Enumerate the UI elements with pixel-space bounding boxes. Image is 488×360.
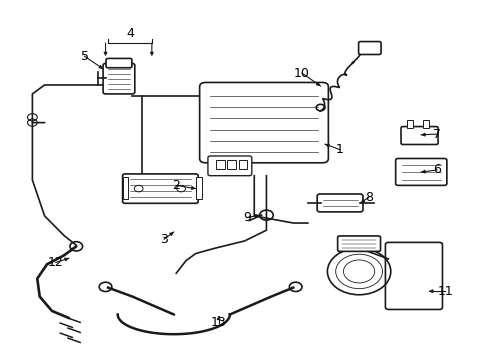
- Text: 1: 1: [335, 143, 343, 156]
- Bar: [238, 160, 247, 169]
- Text: 13: 13: [210, 316, 226, 329]
- Bar: [195, 177, 201, 199]
- Text: 10: 10: [293, 67, 309, 80]
- Bar: [423, 120, 428, 128]
- Bar: [227, 160, 236, 169]
- FancyBboxPatch shape: [317, 194, 362, 212]
- FancyBboxPatch shape: [207, 156, 251, 176]
- FancyBboxPatch shape: [400, 127, 437, 144]
- Text: 4: 4: [126, 27, 134, 40]
- Text: 11: 11: [437, 285, 452, 298]
- Text: 2: 2: [172, 179, 180, 192]
- FancyBboxPatch shape: [199, 82, 328, 163]
- FancyBboxPatch shape: [385, 242, 442, 310]
- FancyBboxPatch shape: [103, 63, 135, 94]
- Bar: [216, 160, 224, 169]
- Text: 3: 3: [160, 233, 168, 246]
- FancyBboxPatch shape: [122, 174, 198, 203]
- FancyBboxPatch shape: [337, 236, 380, 251]
- FancyBboxPatch shape: [106, 58, 132, 68]
- FancyBboxPatch shape: [358, 41, 380, 54]
- Text: 9: 9: [243, 211, 250, 224]
- FancyBboxPatch shape: [395, 158, 446, 185]
- Text: 8: 8: [364, 191, 372, 204]
- Bar: [122, 177, 128, 199]
- Text: 7: 7: [432, 127, 440, 141]
- Text: 6: 6: [432, 163, 440, 176]
- Bar: [407, 120, 412, 128]
- Text: 12: 12: [48, 256, 63, 269]
- Text: 5: 5: [81, 50, 88, 63]
